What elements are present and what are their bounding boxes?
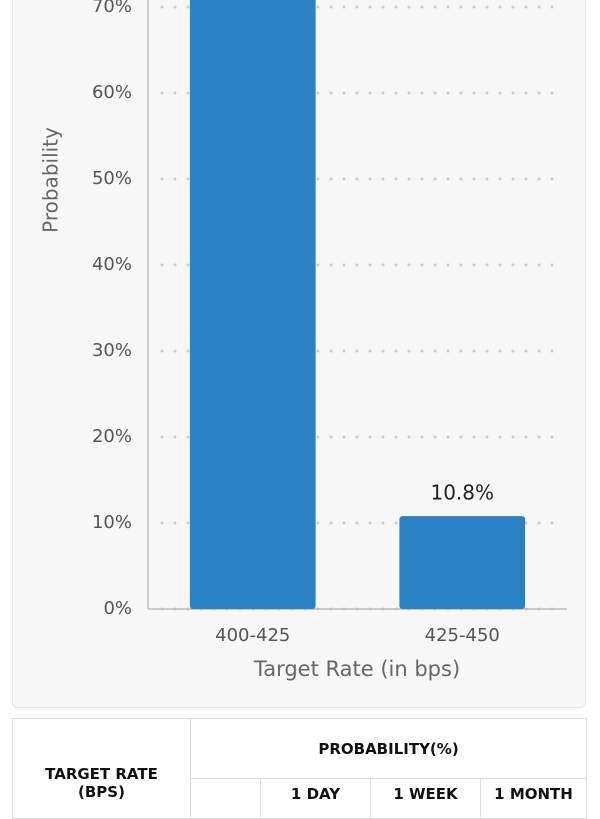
probability-table: TARGET RATE (BPS) PROBABILITY(%) 1 DAY 1…	[12, 718, 588, 819]
x-axis-title: Target Rate (in bps)	[253, 657, 460, 681]
y-tick-label: 30%	[92, 340, 132, 361]
y-tick-label: 20%	[92, 426, 132, 447]
bar	[189, 0, 316, 609]
y-tick-label: 60%	[92, 82, 132, 103]
y-tick-label: 70%	[92, 0, 132, 17]
column-header	[190, 778, 261, 819]
y-axis-title: Probability	[39, 127, 63, 233]
group-header: PROBABILITY(%)	[189, 718, 588, 779]
column-header: 1 MONTH	[479, 778, 588, 819]
bar	[399, 516, 526, 609]
column-header: 1 DAY	[260, 778, 371, 819]
column-header: 1 WEEK	[370, 778, 481, 819]
y-tick-label: 40%	[92, 254, 132, 275]
y-tick-label: 10%	[92, 512, 132, 533]
y-tick-label: 0%	[103, 598, 132, 619]
x-tick-label: 400-425	[215, 625, 290, 646]
row-header: TARGET RATE (BPS)	[12, 718, 191, 819]
chart: Probability Target Rate (in bps) 0% 10% 20…	[39, 0, 567, 681]
data-label: 10.8%	[430, 481, 494, 505]
x-tick-label: 425-450	[425, 625, 500, 646]
y-tick-label: 50%	[92, 168, 132, 189]
page: Probability Target Rate (in bps) 0% 10% 20…	[12, 0, 588, 819]
